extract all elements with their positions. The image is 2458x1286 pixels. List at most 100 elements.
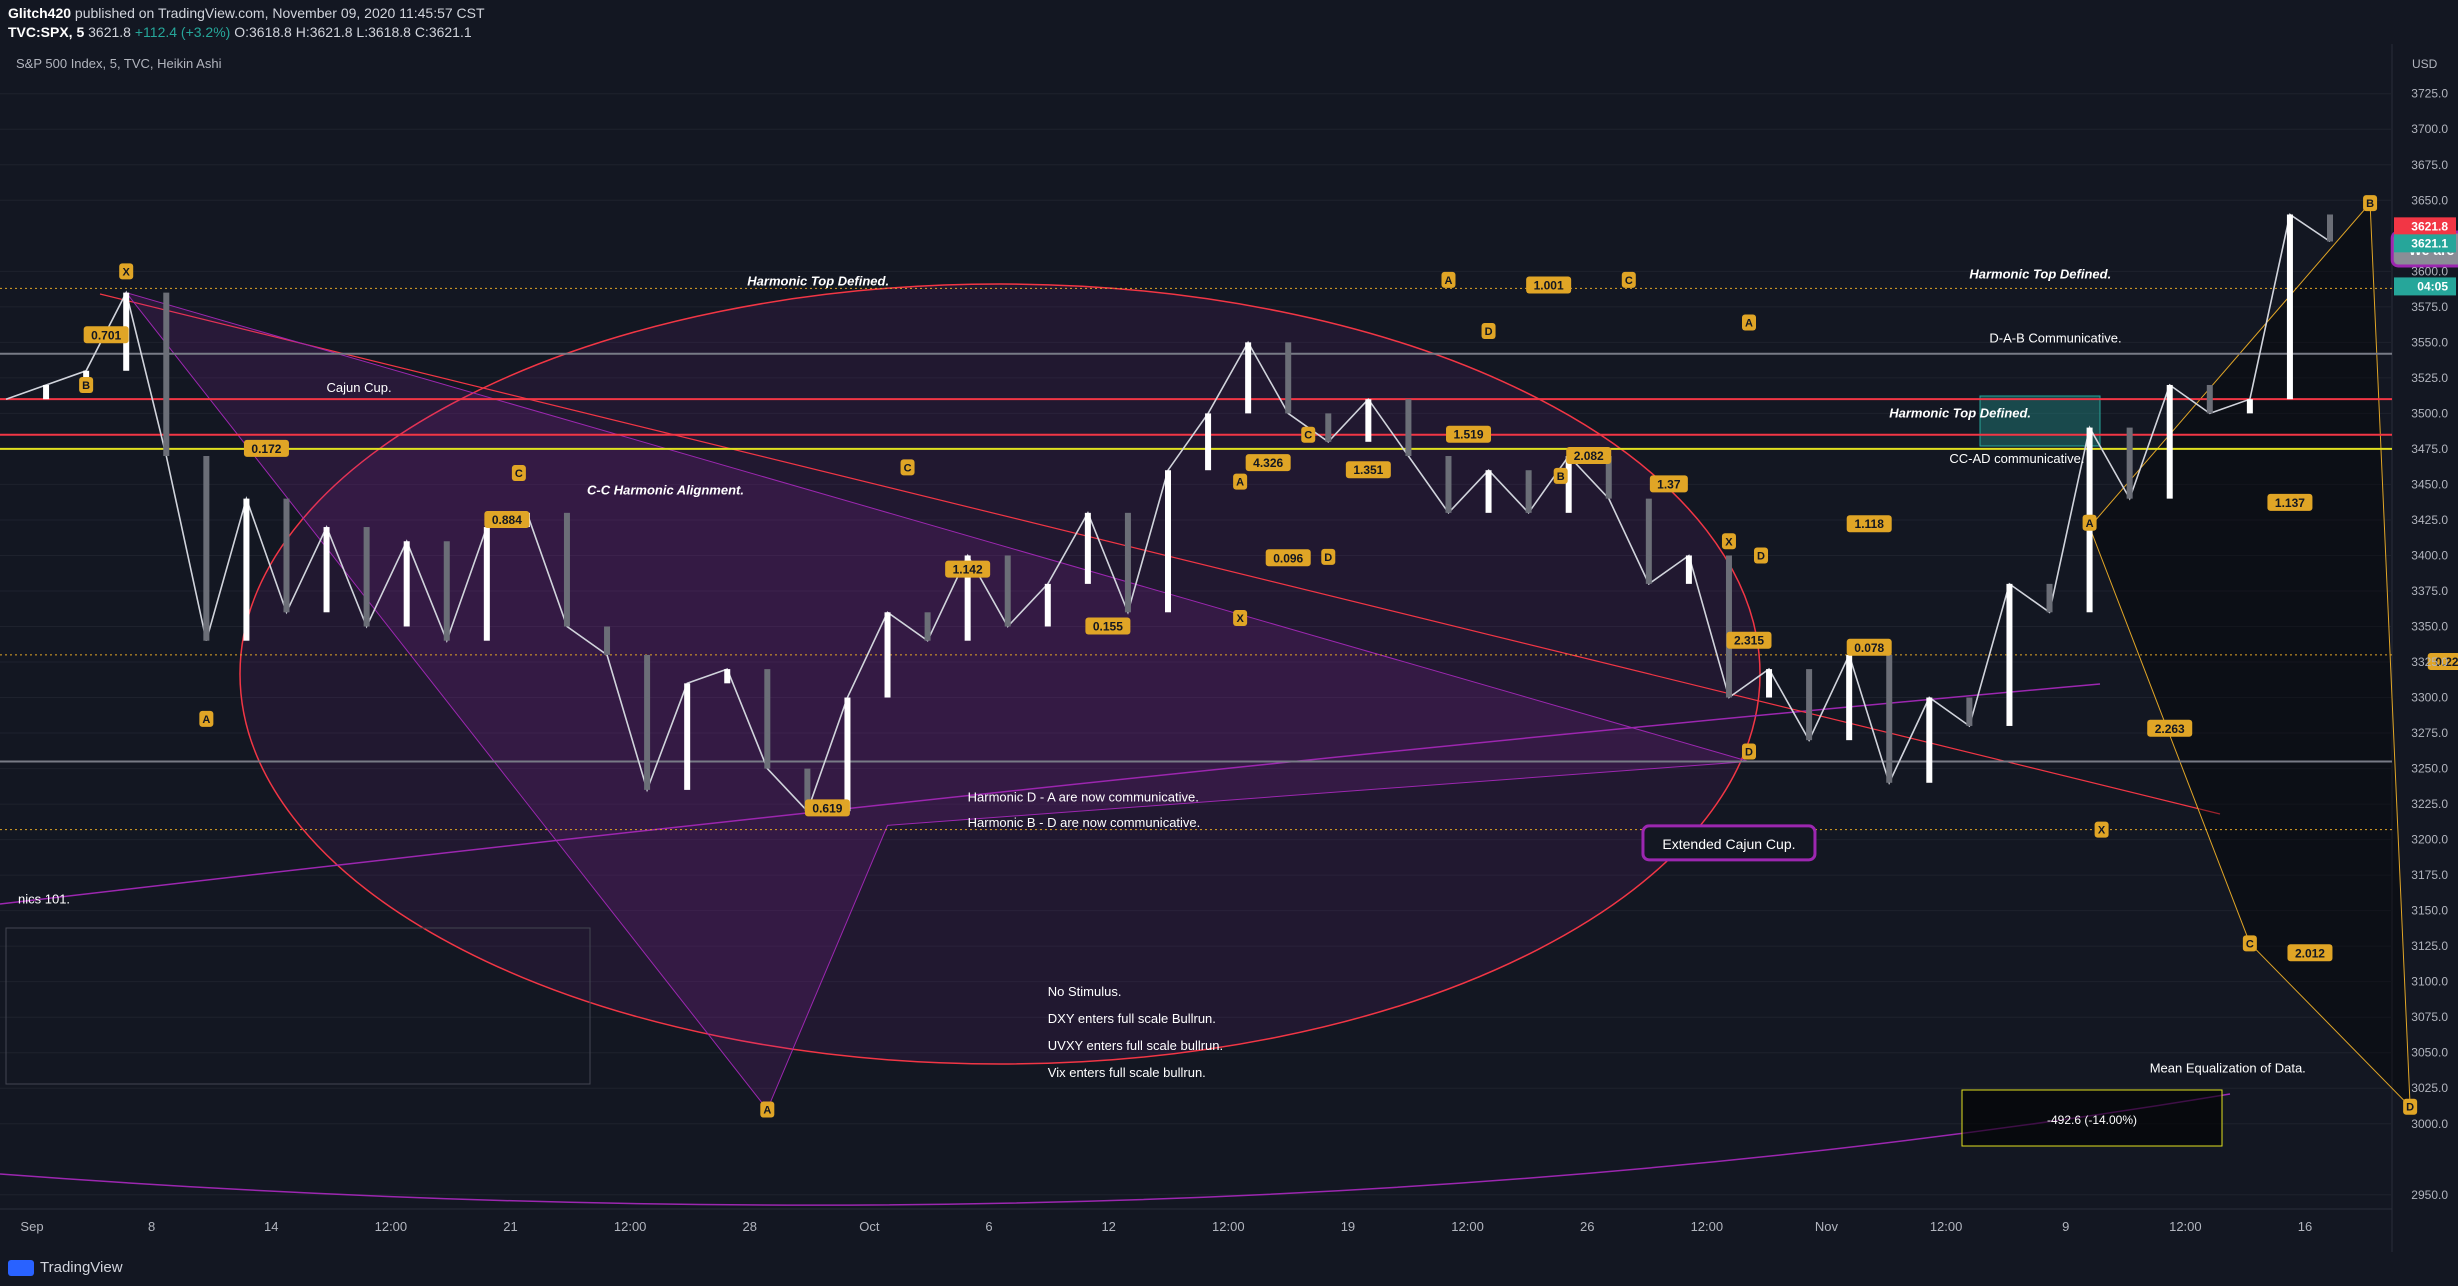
point-label: C xyxy=(904,462,912,474)
candle xyxy=(403,541,410,627)
y-tick-label: 3725.0 xyxy=(2411,87,2448,101)
fib-label-box xyxy=(1446,425,1492,443)
annotation-text: Mean Equalization of Data. xyxy=(2150,1061,2306,1076)
currency-label[interactable]: USD xyxy=(2412,57,2438,71)
fib-label-box xyxy=(1649,475,1688,493)
point-label-box xyxy=(760,1101,775,1118)
fib-label-box xyxy=(2267,493,2313,511)
annotation-text: UVXY enters full scale bullrun. xyxy=(1048,1038,1223,1053)
publisher-line: Glitch420 published on TradingView.com, … xyxy=(8,5,485,21)
annotation-text: CC-AD communicative. xyxy=(1949,451,2084,466)
point-label-box xyxy=(1301,426,1316,443)
symbol[interactable]: TVC:SPX, 5 xyxy=(8,24,85,40)
x-tick-label: 21 xyxy=(503,1219,517,1234)
candle xyxy=(163,292,170,457)
point-label-box xyxy=(119,263,134,280)
fib-label-box xyxy=(83,326,129,344)
purple-curve-lower xyxy=(0,1093,2231,1206)
point-label-box xyxy=(1321,548,1336,565)
point-label-box xyxy=(2242,935,2257,952)
candle xyxy=(2046,583,2053,613)
candle xyxy=(1926,697,1933,783)
price-line xyxy=(5,213,2331,813)
annotation-text: Cajun Cup. xyxy=(327,380,392,395)
fib-label-box xyxy=(1526,276,1572,294)
candle xyxy=(1485,470,1492,513)
price-change: +112.4 (+3.2%) xyxy=(134,24,231,40)
point-label-box xyxy=(199,710,214,727)
candle xyxy=(283,498,290,613)
candle xyxy=(2126,427,2133,499)
fib-label-box xyxy=(1726,631,1772,649)
candle xyxy=(684,683,691,790)
point-label: X xyxy=(123,266,131,278)
y-tick-label: 3425.0 xyxy=(2411,513,2448,527)
fib-label-box xyxy=(2147,719,2193,737)
point-label: D xyxy=(1485,326,1493,338)
point-label-box xyxy=(1233,473,1248,490)
candle xyxy=(483,527,490,641)
fib-label: 2.263 xyxy=(2155,722,2185,736)
y-tick-label: 3150.0 xyxy=(2411,904,2448,918)
red-trendline xyxy=(99,293,2221,815)
x-tick-label: 12:00 xyxy=(1930,1219,1963,1234)
y-tick-label: 3175.0 xyxy=(2411,868,2448,882)
candle xyxy=(2327,214,2333,242)
point-label: A xyxy=(1745,317,1753,329)
fib-label-box xyxy=(1085,617,1131,635)
point-label: B xyxy=(2366,198,2374,210)
footer: TradingView xyxy=(0,1252,2458,1286)
candle xyxy=(1445,456,1452,513)
point-label: A xyxy=(2086,518,2094,530)
y-tick-label: 3700.0 xyxy=(2411,122,2448,136)
candle xyxy=(844,697,851,812)
point-label-box xyxy=(2403,1098,2418,1115)
y-tick-label: 3100.0 xyxy=(2411,975,2448,989)
published-text: published on TradingView.com, November 0… xyxy=(74,5,485,21)
candle xyxy=(1806,669,1813,741)
fib-label: 1.118 xyxy=(1855,517,1885,531)
candle xyxy=(604,626,611,655)
x-tick-label: 8 xyxy=(148,1219,155,1234)
candle xyxy=(563,512,570,627)
point-label: D xyxy=(1324,552,1332,564)
measure-label: -492.6 (-14.00%) xyxy=(2047,1113,2137,1127)
price-chart[interactable]: Harmonic Top Defined. Harmonic Top Define… xyxy=(0,44,2458,1252)
publisher-name[interactable]: Glitch420 xyxy=(8,5,72,21)
point-label-box xyxy=(1233,609,1248,626)
candle xyxy=(43,384,50,400)
point-label: B xyxy=(1557,471,1565,483)
price-tag: 3621.8 xyxy=(2411,219,2448,233)
y-tick-label: 3000.0 xyxy=(2411,1117,2448,1131)
y-tick-label: 3300.0 xyxy=(2411,691,2448,705)
point-label-box xyxy=(1553,467,1568,484)
y-tick-label: 3325.0 xyxy=(2411,655,2448,669)
point-label-box xyxy=(1754,547,1769,564)
candle xyxy=(2006,583,2013,726)
fib-label: 0.701 xyxy=(91,328,121,342)
candle xyxy=(1044,583,1051,627)
x-tick-label: 12 xyxy=(1101,1219,1115,1234)
fib-label-box xyxy=(243,439,289,457)
point-label: A xyxy=(202,714,210,726)
chart-background xyxy=(0,44,2458,1252)
x-tick-label: 9 xyxy=(2062,1219,2069,1234)
annotation-text: Harmonic Top Defined. xyxy=(747,274,889,289)
harmonic-pattern-fill xyxy=(124,291,1750,1111)
x-tick-label: 16 xyxy=(2298,1219,2312,1234)
candle xyxy=(2206,384,2213,414)
candle xyxy=(203,456,210,641)
tradingview-logo[interactable]: TradingView xyxy=(8,1259,123,1276)
fib-label-box xyxy=(1345,461,1391,479)
price-tag-box xyxy=(2394,234,2456,253)
fib-label: 1.142 xyxy=(953,563,983,577)
chart-header: Glitch420 published on TradingView.com, … xyxy=(0,0,2458,44)
point-label-box xyxy=(1721,533,1736,550)
fib-label: 1.519 xyxy=(1454,428,1484,442)
candle xyxy=(1004,555,1011,627)
x-tick-label: 12:00 xyxy=(1691,1219,1724,1234)
y-tick-label: 3450.0 xyxy=(2411,477,2448,491)
candle xyxy=(2166,384,2173,499)
tradingview-logo-icon xyxy=(8,1259,34,1276)
x-tick-label: 26 xyxy=(1580,1219,1594,1234)
